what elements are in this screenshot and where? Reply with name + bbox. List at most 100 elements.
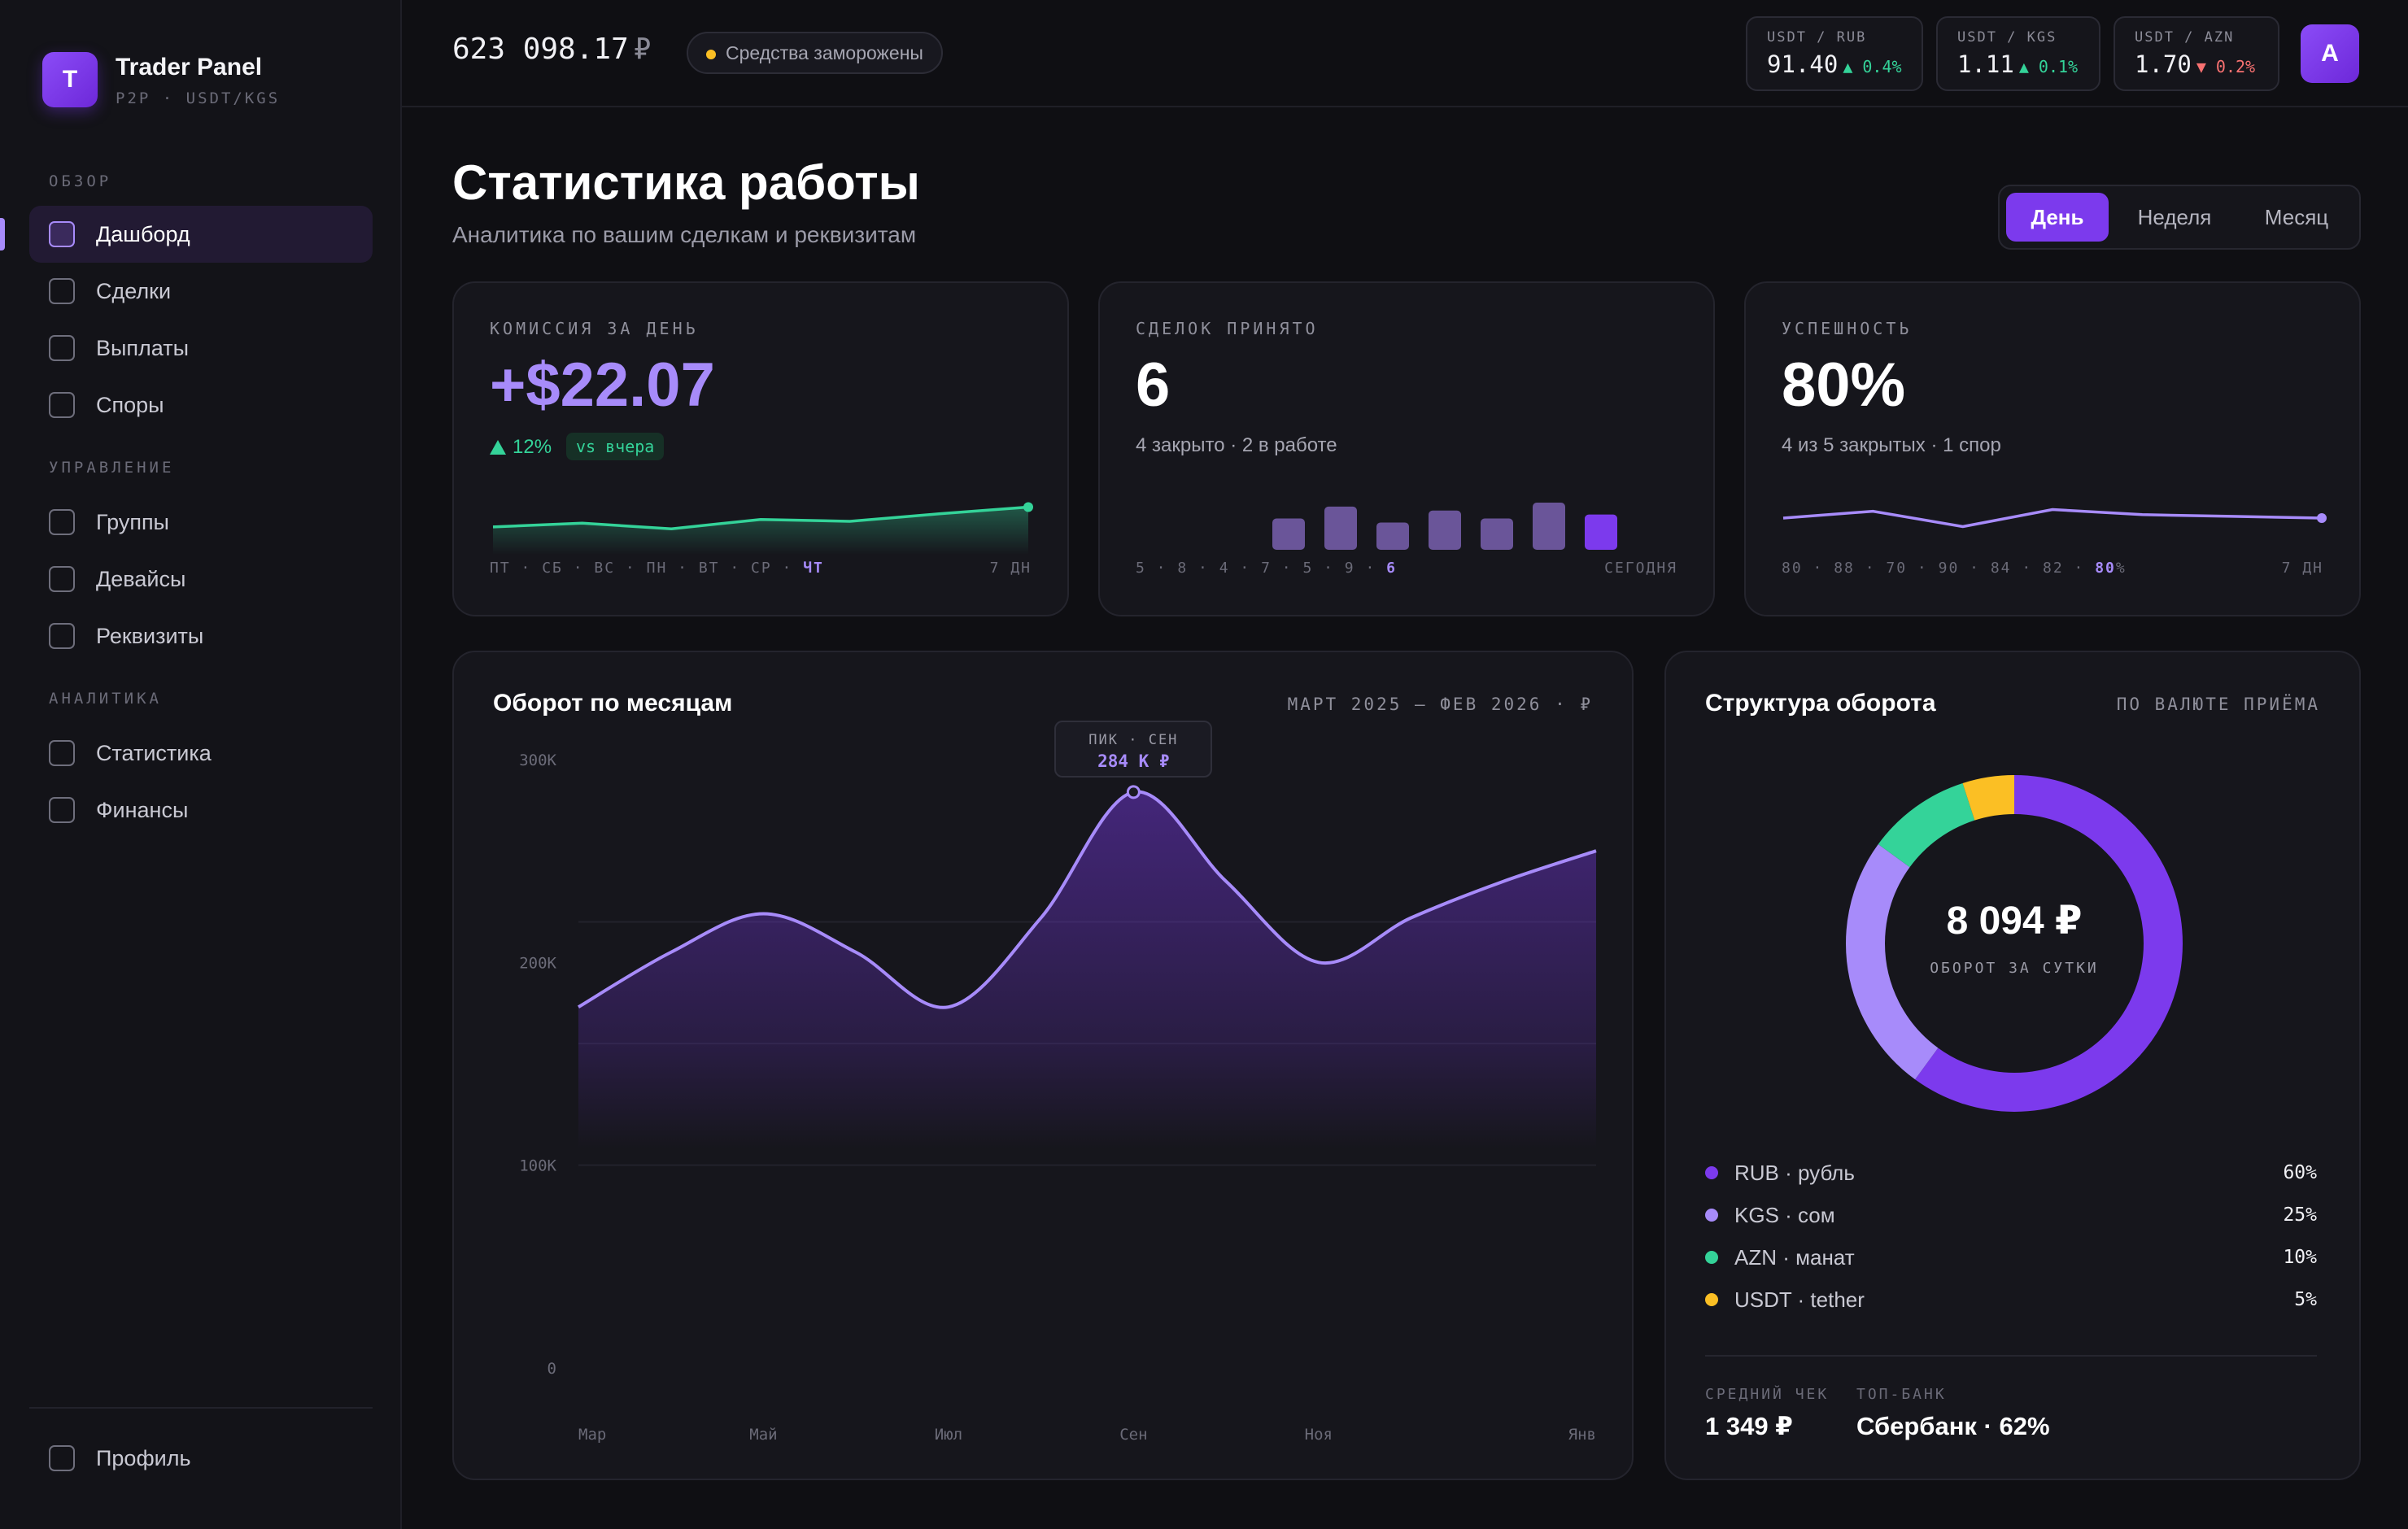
bar-value-label: 5 bbox=[1302, 560, 1314, 577]
summary-divider bbox=[1705, 1355, 2317, 1357]
day-label: ПТ bbox=[490, 560, 511, 577]
avg-check-label: СРЕДНИЙ ЧЕК bbox=[1705, 1386, 1830, 1403]
success-sub: 4 из 5 закрытых · 1 спор bbox=[1782, 434, 2001, 456]
donut-center-value: 8 094 ₽ bbox=[1946, 900, 2083, 943]
sidebar-item-label: Споры bbox=[96, 392, 164, 417]
structure-meta: ПО ВАЛЮТЕ ПРИЁМА bbox=[2116, 695, 2320, 714]
sidebar-item-label: Профиль bbox=[96, 1445, 191, 1470]
x-tick-label: Май bbox=[749, 1426, 777, 1444]
sidebar-divider bbox=[29, 1407, 373, 1409]
sidebar: T Trader Panel P2P · USDT/KGS ОБЗОР Дашб… bbox=[0, 0, 402, 1529]
legend-dot bbox=[1705, 1293, 1718, 1306]
point-value-label: 70 bbox=[1886, 560, 1908, 577]
card-label: КОМИССИЯ ЗА ДЕНЬ bbox=[490, 319, 699, 338]
bar-value-label: 9 bbox=[1344, 560, 1355, 577]
active-indicator bbox=[0, 218, 5, 250]
rate-usdt-azn[interactable]: USDT / AZN 1.70 ▼ 0.2% bbox=[2114, 16, 2279, 91]
deals-range: СЕГОДНЯ bbox=[1604, 560, 1677, 577]
balance: 623 098.17 ₽ bbox=[452, 33, 651, 66]
vs-badge: vs вчера bbox=[566, 433, 665, 460]
legend-pct: 10% bbox=[2283, 1247, 2317, 1268]
success-value: 80% bbox=[1782, 351, 1906, 420]
sidebar-item-label: Финансы bbox=[96, 797, 189, 822]
triangle-up-icon bbox=[490, 440, 506, 455]
legend-label: RUB · рубль bbox=[1734, 1160, 1855, 1185]
sidebar-item-payouts[interactable]: Выплаты bbox=[29, 320, 373, 377]
delta-value: 12% bbox=[513, 436, 552, 458]
commission-value: +$22.07 bbox=[490, 351, 715, 420]
avg-check-value: 1 349 ₽ bbox=[1705, 1412, 1793, 1440]
turnover-title: Оборот по месяцам bbox=[493, 690, 733, 717]
x-tick-label: Янв bbox=[1568, 1426, 1596, 1444]
sidebar-item-statistics[interactable]: Статистика bbox=[29, 725, 373, 782]
sidebar-item-finance[interactable]: Финансы bbox=[29, 782, 373, 839]
frozen-badge[interactable]: Средства заморожены bbox=[687, 32, 943, 74]
square-icon bbox=[49, 623, 75, 649]
card-label: СДЕЛОК ПРИНЯТО bbox=[1136, 319, 1319, 338]
rate-value: 1.11 bbox=[1957, 50, 2014, 78]
period-switcher: День Неделя Месяц bbox=[1998, 185, 2361, 250]
rate-usdt-rub[interactable]: USDT / RUB 91.40 ▲ 0.4% bbox=[1746, 16, 1923, 91]
legend-pct: 5% bbox=[2294, 1289, 2317, 1310]
square-icon bbox=[49, 392, 75, 418]
rate-value: 91.40 bbox=[1767, 50, 1839, 78]
deal-bar bbox=[1324, 506, 1357, 550]
deals-bar-chart bbox=[1272, 503, 1617, 550]
period-week-button[interactable]: Неделя bbox=[2137, 204, 2212, 229]
commission-card: КОМИССИЯ ЗА ДЕНЬ +$22.07 12% vs вчера ПТ… bbox=[452, 281, 1069, 616]
brand-name: Trader Panel bbox=[116, 54, 263, 81]
sidebar-item-devices[interactable]: Девайсы bbox=[29, 551, 373, 608]
sparkline-end-dot bbox=[2317, 513, 2327, 523]
sidebar-item-label: Дашборд bbox=[96, 221, 190, 246]
topbar: 623 098.17 ₽ Средства заморожены USDT / R… bbox=[402, 0, 2408, 107]
rate-usdt-kgs[interactable]: USDT / KGS 1.11 ▲ 0.1% bbox=[1936, 16, 2100, 91]
card-label: УСПЕШНОСТЬ bbox=[1782, 319, 1913, 338]
bar-value-label: 6 bbox=[1386, 560, 1397, 577]
deal-bar bbox=[1481, 518, 1513, 550]
period-month-button[interactable]: Месяц bbox=[2264, 204, 2329, 229]
turnover-donut-chart bbox=[1846, 775, 2183, 1112]
avatar[interactable]: A bbox=[2301, 24, 2359, 83]
page-title: Статистика работы bbox=[452, 155, 920, 210]
legend-item-usdt: USDT · tether 5% bbox=[1705, 1283, 2317, 1316]
point-value-label: 82 bbox=[2043, 560, 2064, 577]
deals-sub: 4 закрыто · 2 в работе bbox=[1136, 434, 1337, 456]
success-days: 80 · 88 · 70 · 90 · 84 · 82 · 80% bbox=[1782, 560, 2127, 577]
sidebar-item-disputes[interactable]: Споры bbox=[29, 377, 373, 433]
period-day-button[interactable]: День bbox=[2006, 193, 2109, 242]
deal-bar bbox=[1272, 518, 1305, 550]
rate-value: 1.70 bbox=[2135, 50, 2192, 78]
square-icon bbox=[49, 566, 75, 592]
page-subtitle: Аналитика по вашим сделкам и реквизитам bbox=[452, 222, 917, 247]
success-range: 7 ДН bbox=[2281, 560, 2323, 577]
brand-subtitle: P2P · USDT/KGS bbox=[116, 89, 281, 107]
brand-logo[interactable]: T bbox=[42, 52, 98, 107]
sidebar-item-profile[interactable]: Профиль bbox=[29, 1430, 373, 1487]
sparkline-line bbox=[1782, 507, 2323, 529]
y-tick-label: 0 bbox=[547, 1360, 556, 1378]
sidebar-item-dashboard[interactable]: Дашборд bbox=[29, 206, 373, 263]
day-label: ЧТ bbox=[803, 560, 824, 577]
y-tick-label: 200K bbox=[519, 954, 556, 972]
legend-label: AZN · манат bbox=[1734, 1244, 1855, 1270]
point-value-label: 80 bbox=[1782, 560, 1803, 577]
turnover-line bbox=[577, 790, 1597, 1009]
success-card: УСПЕШНОСТЬ 80% 4 из 5 закрытых · 1 спор … bbox=[1744, 281, 2361, 616]
point-value-label: 84 bbox=[1990, 560, 2012, 577]
commission-sparkline bbox=[492, 502, 1033, 555]
nav-section-management: УПРАВЛЕНИЕ bbox=[49, 459, 175, 477]
sidebar-item-groups[interactable]: Группы bbox=[29, 494, 373, 551]
rate-change: ▲ 0.1% bbox=[2018, 57, 2079, 76]
deal-bar bbox=[1585, 514, 1617, 550]
donut-slice bbox=[1846, 775, 2183, 1112]
donut-slice bbox=[1846, 775, 2183, 1112]
peak-tooltip: ПИК · СЕН 284 К ₽ bbox=[1054, 720, 1213, 778]
sidebar-item-label: Реквизиты bbox=[96, 623, 204, 648]
rate-pair: USDT / AZN bbox=[2135, 29, 2235, 46]
legend-label: KGS · сом bbox=[1734, 1202, 1835, 1227]
sidebar-item-requisites[interactable]: Реквизиты bbox=[29, 608, 373, 664]
sidebar-item-label: Статистика bbox=[96, 740, 212, 765]
top-bank-value: Сбербанк · 62% bbox=[1856, 1412, 2050, 1440]
sidebar-item-deals[interactable]: Сделки bbox=[29, 263, 373, 320]
day-label: ВС bbox=[594, 560, 616, 577]
